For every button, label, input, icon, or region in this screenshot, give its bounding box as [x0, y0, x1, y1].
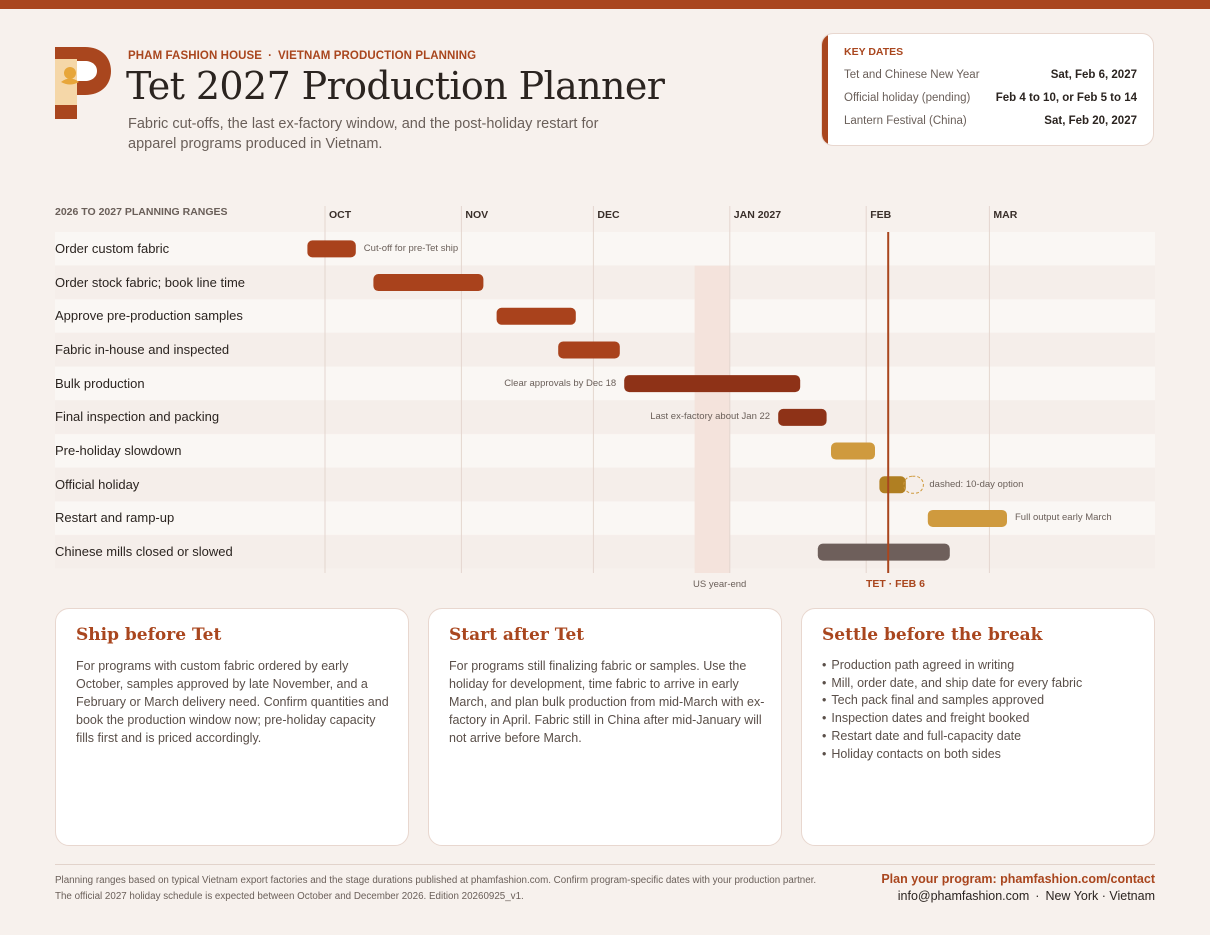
row-label: Restart and ramp-up — [55, 510, 175, 526]
key-dates-accent — [822, 34, 828, 145]
key-date-label: Lantern Festival (China) — [844, 115, 967, 127]
gantt-bar — [558, 341, 620, 359]
key-date-row: Lantern Festival (China) Sat, Feb 20, 20… — [844, 115, 1137, 133]
contact-info: info@phamfashion.com · New York · Vietnam — [898, 889, 1155, 903]
key-dates-title: KEY DATES — [844, 46, 904, 58]
key-date-value: Sat, Feb 6, 2027 — [1050, 69, 1137, 81]
gantt-bar — [831, 442, 875, 460]
gantt-section-label: 2026 TO 2027 PLANNING RANGES — [55, 206, 228, 218]
checklist-item: Inspection dates and freight booked — [822, 710, 1138, 728]
contact-link[interactable]: Plan your program: phamfashion.com/conta… — [881, 872, 1155, 886]
section-name: VIETNAM PRODUCTION PLANNING — [278, 50, 477, 62]
card-body: For programs still finalizing fabric or … — [449, 659, 765, 745]
footnote: Planning ranges based on typical Vietnam… — [55, 873, 875, 905]
row-label: Pre-holiday slowdown — [55, 443, 182, 459]
month-label: JAN 2027 — [733, 209, 782, 221]
month-label: DEC — [597, 209, 620, 221]
checklist-item: Tech pack final and samples approved — [822, 692, 1138, 710]
key-date-label: Tet and Chinese New Year — [844, 69, 980, 81]
month-label: OCT — [329, 209, 352, 221]
row-background — [55, 299, 1155, 333]
footnote-line: Planning ranges based on typical Vietnam… — [55, 875, 817, 886]
key-date-row: Official holiday (pending) Feb 4 to 10, … — [844, 92, 1137, 110]
row-label: Bulk production — [55, 375, 145, 391]
card-settle-before-break: Settle before the break Production path … — [801, 608, 1155, 846]
gantt-svg — [55, 206, 1155, 573]
row-label: Chinese mills closed or slowed — [55, 544, 233, 560]
gantt-bar — [778, 408, 827, 426]
card-ship-before-tet: Ship before Tet For programs with custom… — [55, 608, 409, 846]
checklist: Production path agreed in writing Mill, … — [822, 657, 1138, 763]
gantt-bar — [624, 375, 801, 393]
row-background — [55, 232, 1155, 266]
row-label: Approve pre-production samples — [55, 308, 243, 324]
row-background — [55, 535, 1155, 569]
gantt-bar — [927, 509, 1007, 527]
row-label: Final inspection and packing — [55, 409, 220, 425]
row-background — [55, 467, 1155, 502]
tet-marker-label: TET · FEB 6 — [866, 578, 925, 590]
row-label: Order stock fabric; book line time — [55, 274, 246, 290]
bar-note: Full output early March — [1015, 512, 1112, 524]
page-title: Tet 2027 Production Planner — [126, 64, 665, 108]
checklist-item: Restart date and full-capacity date — [822, 728, 1138, 746]
bar-note: dashed: 10-day option — [929, 478, 1024, 490]
brand-name: PHAM FASHION HOUSE — [128, 50, 263, 62]
eyebrow-separator: · — [268, 50, 272, 62]
month-label: NOV — [465, 209, 489, 221]
brand-logo — [55, 47, 111, 119]
key-date-value: Feb 4 to 10, or Feb 5 to 14 — [995, 92, 1137, 104]
year-end-label: US year-end — [693, 579, 747, 590]
card-body: For programs with custom fabric ordered … — [76, 659, 389, 745]
year-end-band — [694, 265, 730, 573]
checklist-item: Holiday contacts on both sides — [822, 746, 1138, 764]
row-label: Official holiday — [55, 476, 140, 492]
card-title: Settle before the break — [822, 625, 1043, 645]
gantt-bar — [373, 274, 484, 292]
bar-note: Last ex-factory about Jan 22 — [650, 411, 771, 423]
card-title: Start after Tet — [449, 625, 585, 645]
gantt-bar-optional — [903, 475, 924, 494]
gantt-bar — [817, 543, 950, 561]
key-date-label: Official holiday (pending) — [844, 92, 971, 104]
gantt-bar — [307, 240, 356, 258]
key-date-row: Tet and Chinese New Year Sat, Feb 6, 202… — [844, 69, 1137, 87]
key-dates-panel: KEY DATES Tet and Chinese New Year Sat, … — [821, 33, 1154, 146]
footer-divider — [55, 864, 1155, 865]
contact-email[interactable]: info@phamfashion.com — [897, 889, 1030, 903]
row-label: Fabric in-house and inspected — [55, 341, 230, 357]
row-background — [55, 434, 1155, 468]
row-label: Order custom fabric — [55, 240, 170, 256]
gantt-bar — [879, 476, 906, 494]
bar-note: Clear approvals by Dec 18 — [504, 377, 617, 389]
gantt-bar — [496, 307, 576, 325]
contact-separator: · — [1035, 889, 1040, 903]
top-accent-bar — [0, 0, 1210, 9]
footnote-line: The official 2027 holiday schedule is ex… — [55, 891, 524, 902]
card-start-after-tet: Start after Tet For programs still final… — [428, 608, 782, 846]
bar-note: Cut-off for pre-Tet ship — [363, 242, 459, 254]
card-title: Ship before Tet — [76, 625, 222, 645]
row-background — [55, 366, 1155, 400]
key-date-value: Sat, Feb 20, 2027 — [1044, 115, 1137, 127]
month-label: FEB — [870, 209, 892, 221]
row-background — [55, 400, 1155, 434]
contact-locations: New York · Vietnam — [1045, 889, 1155, 903]
month-label: MAR — [993, 209, 1018, 221]
checklist-item: Production path agreed in writing — [822, 657, 1138, 675]
eyebrow: PHAM FASHION HOUSE · VIETNAM PRODUCTION PL… — [128, 50, 476, 62]
checklist-item: Mill, order date, and ship date for ever… — [822, 675, 1138, 693]
planning-gantt-chart: 2026 TO 2027 PLANNING RANGES US year-end… — [55, 206, 1155, 590]
row-background — [55, 265, 1155, 299]
page-subtitle: Fabric cut-offs, the last ex-factory win… — [128, 116, 599, 152]
